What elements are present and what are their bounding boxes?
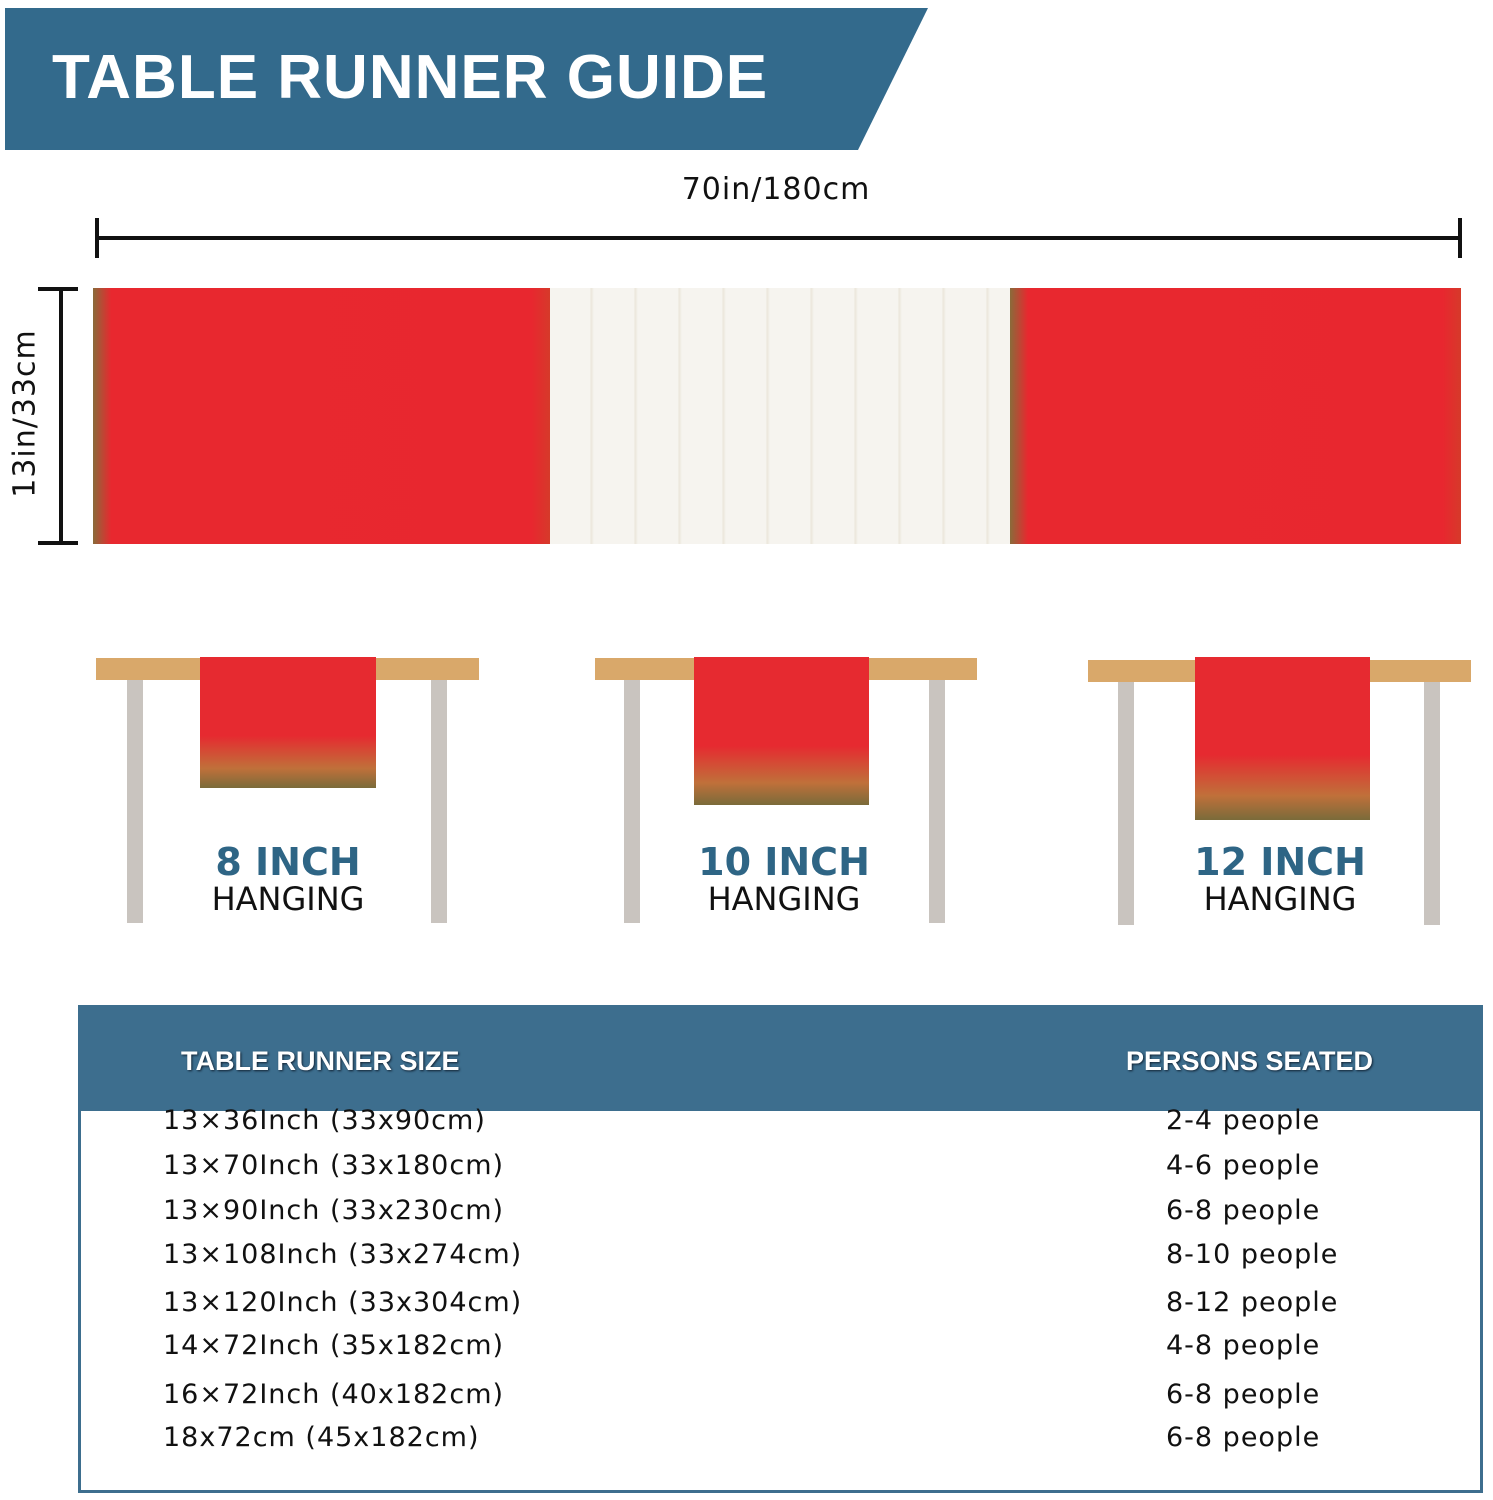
runner-size-cell: 13×90Inch (33x230cm) [163, 1195, 505, 1226]
table-leg [1118, 682, 1134, 925]
size-table-header: TABLE RUNNER SIZE PERSONS SEATED [81, 1008, 1480, 1111]
hanging-label: HANGING [707, 880, 861, 918]
height-tick-top [38, 287, 78, 291]
column-header-persons: PERSONS SEATED [1126, 1046, 1374, 1076]
table-leg [1424, 682, 1440, 925]
column-header-size: TABLE RUNNER SIZE [181, 1046, 460, 1076]
hanging-size-10: 10 INCH [698, 840, 870, 884]
persons-seated-cell: 6-8 people [1166, 1422, 1321, 1453]
persons-seated-cell: 2-4 people [1166, 1105, 1321, 1136]
runner-size-cell: 13×70Inch (33x180cm) [163, 1150, 505, 1181]
persons-seated-cell: 8-12 people [1166, 1287, 1339, 1318]
hanging-runner-8 [200, 657, 376, 788]
runner-white-center [550, 288, 1010, 544]
table-runner-image [93, 288, 1461, 544]
runner-size-cell: 13×120Inch (33x304cm) [163, 1287, 523, 1318]
runner-size-cell: 14×72Inch (35x182cm) [163, 1330, 505, 1361]
runner-red-left [93, 288, 550, 544]
persons-seated-cell: 6-8 people [1166, 1195, 1321, 1226]
title-banner [5, 8, 928, 150]
persons-seated-cell: 8-10 people [1166, 1239, 1339, 1270]
table-leg [127, 680, 143, 923]
persons-seated-cell: 4-8 people [1166, 1330, 1321, 1361]
table-leg [929, 680, 945, 923]
width-tick-right [1458, 218, 1462, 258]
hanging-runner-12 [1195, 657, 1370, 820]
runner-size-cell: 13×36Inch (33x90cm) [163, 1105, 486, 1136]
size-table: TABLE RUNNER SIZE PERSONS SEATED 13×36In… [78, 1005, 1483, 1493]
width-dimension-line [97, 236, 1461, 240]
height-dimension-label: 13in/33cm [7, 329, 43, 498]
hanging-size-8: 8 INCH [215, 840, 361, 884]
width-dimension-label: 70in/180cm [681, 172, 871, 207]
persons-seated-cell: 4-6 people [1166, 1150, 1321, 1181]
width-tick-left [95, 218, 99, 258]
height-dimension-line [59, 288, 63, 544]
persons-seated-cell: 6-8 people [1166, 1379, 1321, 1410]
height-tick-bottom [38, 541, 78, 545]
runner-red-right [1010, 288, 1461, 544]
hanging-runner-10 [694, 657, 869, 805]
table-leg [431, 680, 447, 923]
hanging-size-12: 12 INCH [1194, 840, 1366, 884]
runner-size-cell: 13×108Inch (33x274cm) [163, 1239, 523, 1270]
page-title: TABLE RUNNER GUIDE [52, 43, 769, 112]
hanging-label: HANGING [211, 880, 365, 918]
table-leg [624, 680, 640, 923]
hanging-label: HANGING [1203, 880, 1357, 918]
runner-size-cell: 16×72Inch (40x182cm) [163, 1379, 505, 1410]
runner-size-cell: 18x72cm (45x182cm) [163, 1422, 480, 1453]
